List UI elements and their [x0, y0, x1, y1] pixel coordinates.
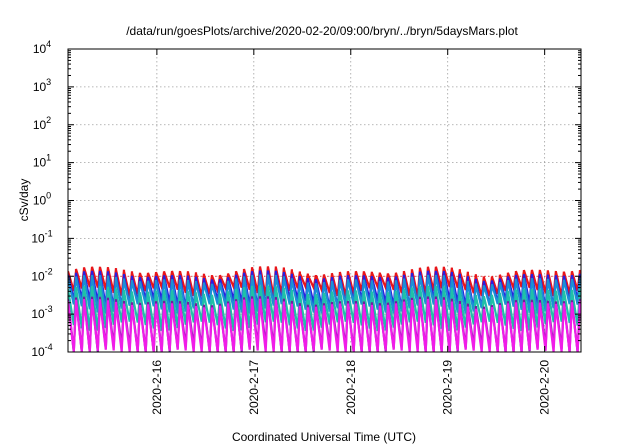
chart-title: /data/run/goesPlots/archive/2020-02-20/0… [126, 24, 518, 38]
x-axis-ticks: 2020-2-16 2020-2-17 2020-2-18 2020-2-19 2020… [150, 49, 552, 415]
x-tick-label: 2020-2-16 [150, 360, 164, 415]
y-tick-label: 10-1 [31, 228, 52, 245]
y-axis-label: cSv/day [17, 179, 31, 222]
y-tick-label: 101 [33, 153, 51, 170]
y-tick-label: 10-4 [31, 342, 52, 359]
y-tick-label: 10-3 [31, 304, 52, 321]
series-line-4 [68, 285, 581, 332]
y-tick-label: 104 [33, 39, 51, 56]
x-tick-label: 2020-2-19 [441, 360, 455, 415]
x-tick-label: 2020-2-20 [538, 360, 552, 415]
plot-frame [67, 48, 582, 353]
x-axis-label: Coordinated Universal Time (UTC) [232, 430, 416, 444]
series-group [68, 266, 581, 352]
y-tick-label: 10-2 [31, 266, 52, 283]
series-line-5 [68, 296, 581, 352]
y-tick-label: 102 [33, 115, 51, 132]
y-tick-label: 103 [33, 77, 51, 94]
x-tick-label: 2020-2-18 [344, 360, 358, 415]
series-line-3 [68, 274, 581, 314]
series-line-1 [68, 266, 581, 297]
y-tick-label: 100 [33, 191, 51, 208]
series-line-6 [68, 298, 581, 352]
x-tick-label: 2020-2-17 [247, 360, 261, 415]
